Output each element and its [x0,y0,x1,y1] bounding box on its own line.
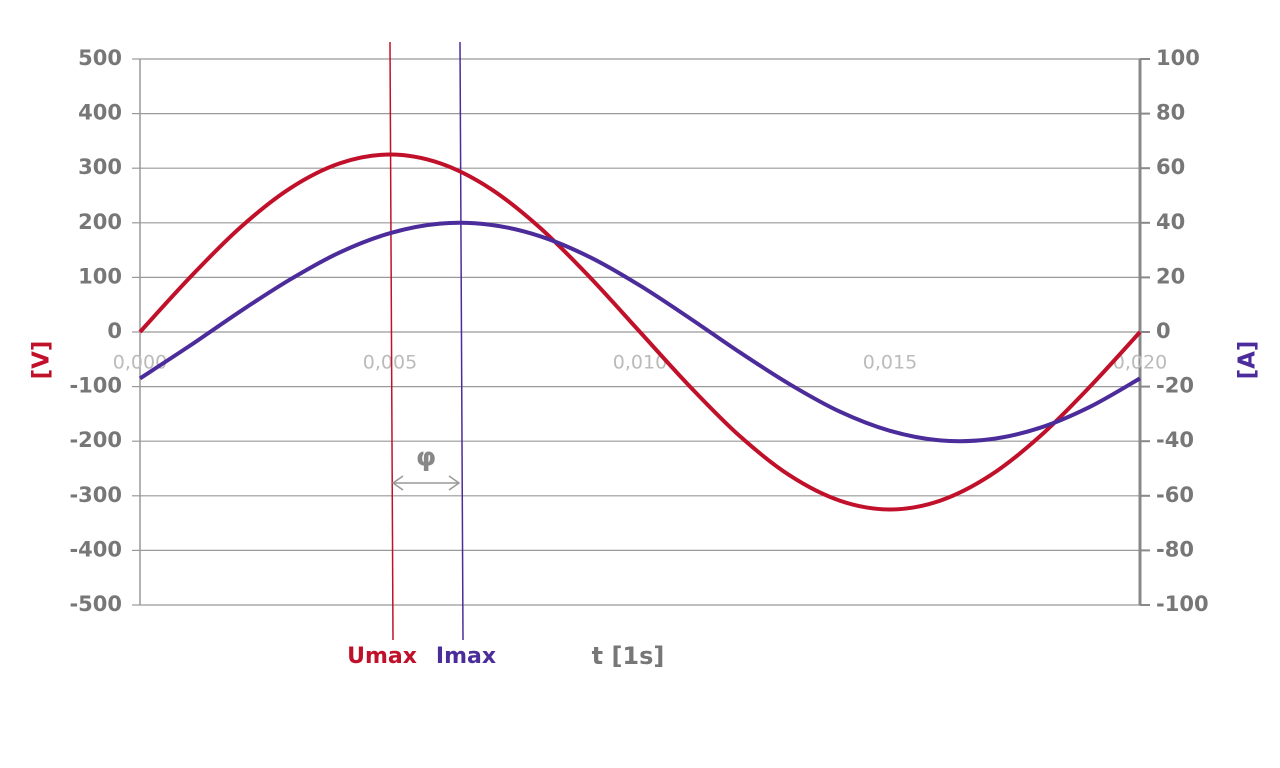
y-axis-label: [V] [29,341,55,380]
x-tick-label: 0,000 [113,352,167,374]
y2-tick-label: -20 [1156,374,1194,398]
y-tick-label: -300 [69,483,122,507]
arrow-head [391,475,404,491]
x-tick-label: 0,020 [1113,352,1167,374]
y2-tick-label: 100 [1156,46,1200,70]
marker-line [389,41,394,641]
y-tick-label: -400 [69,537,122,561]
y-tick-label: 100 [78,264,122,288]
y-tick-label: -100 [69,374,122,398]
y-tick-label: 200 [78,210,122,234]
y2-tick-label: 0 [1156,319,1171,343]
y-tick-label: 0 [107,319,122,343]
y-tick-label: 500 [78,46,122,70]
y-tick-label: 300 [78,155,122,179]
x-tick-label: 0,005 [363,352,417,374]
y2-tick-label: 40 [1156,210,1185,234]
y2-tick-label: -100 [1156,592,1209,616]
y2-tick-label: 60 [1156,155,1185,179]
x-tick-label: 0,015 [863,352,917,374]
y2-tick-label: 80 [1156,101,1185,125]
y-tick-label: 400 [78,101,122,125]
y2-tick-label: -60 [1156,483,1194,507]
y2-tick-label: -80 [1156,537,1194,561]
y2-tick-label: 20 [1156,264,1185,288]
marker-line [459,41,464,641]
y2-axis-label: [A] [1235,341,1261,380]
arrow-head [448,475,461,491]
y-tick-label: -200 [69,428,122,452]
series-line [138,220,1141,444]
x-axis-label: t [1s] [592,642,665,670]
y2-tick-label: -40 [1156,428,1194,452]
marker-label: Imax [436,644,496,669]
phase-label: φ [416,443,436,473]
series-line [138,152,1142,512]
marker-label: Umax [347,644,417,669]
y-tick-label: -500 [69,592,122,616]
x-tick-label: 0,010 [613,352,667,374]
